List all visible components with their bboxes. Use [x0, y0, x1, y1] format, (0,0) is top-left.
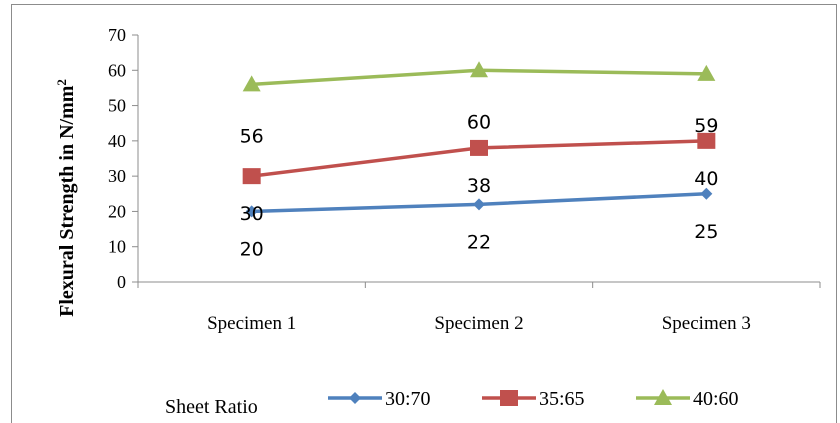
data-point: [470, 61, 488, 78]
legend-marker: [349, 392, 361, 404]
legend-item: 40:60: [636, 388, 739, 410]
data-label: 25: [694, 221, 718, 243]
legend-item: 35:65: [482, 388, 585, 410]
data-labels: 20 22 25 30 38 40 56 60 59: [240, 111, 719, 260]
tick-labels: 0 10 20 30 40 50 60 70 Specimen 1 Specimen 2 Speci…: [108, 25, 751, 334]
y-tick-label: 60: [108, 60, 126, 80]
data-label: 60: [467, 111, 491, 133]
y-tick-label: 70: [108, 25, 126, 45]
legend-title: Sheet Ratio: [165, 396, 258, 418]
legend: 30:70 35:65 40:60: [328, 388, 739, 410]
y-tick-label: 50: [108, 96, 126, 116]
y-tick-label: 10: [108, 237, 126, 257]
y-axis-title: Flexural Strength in N/mm2: [54, 79, 79, 317]
y-tick-label: 30: [108, 166, 126, 186]
data-point: [697, 64, 716, 81]
data-point: [470, 139, 488, 156]
data-label: 30: [240, 203, 264, 225]
legend-marker: [654, 389, 672, 405]
data-point: [697, 132, 716, 149]
x-tick-label: Specimen 1: [207, 313, 296, 334]
legend-item: 30:70: [328, 388, 431, 410]
y-axis-title-superscript: 2: [54, 79, 69, 86]
y-tick-label: 40: [108, 131, 126, 151]
legend-label: 30:70: [385, 388, 431, 410]
legend-label: 40:60: [693, 388, 739, 410]
series-40-60: [242, 61, 716, 92]
x-tick-label: Specimen 3: [662, 313, 751, 334]
data-point: [245, 205, 258, 218]
y-axis-title-text: Flexural Strength in N/mm: [56, 85, 78, 317]
data-point: [242, 75, 261, 92]
series-35-65: [242, 132, 716, 185]
data-point: [700, 187, 713, 200]
data-label: 59: [694, 115, 718, 137]
data-point: [473, 198, 485, 211]
data-label: 22: [467, 231, 491, 253]
legend-label: 35:65: [539, 388, 585, 410]
y-tick-label: 20: [108, 201, 126, 221]
data-label: 56: [240, 125, 264, 147]
chart-frame: [11, 4, 837, 423]
axes: [132, 34, 821, 288]
legend-marker: [500, 390, 518, 406]
data-point: [242, 168, 261, 185]
data-label: 38: [467, 175, 491, 197]
data-label: 40: [694, 168, 718, 190]
series-30-70: [245, 187, 713, 218]
series-lines: [242, 61, 716, 218]
data-label: 20: [240, 238, 264, 260]
x-tick-label: Specimen 2: [434, 313, 523, 334]
y-tick-label: 0: [117, 272, 126, 292]
